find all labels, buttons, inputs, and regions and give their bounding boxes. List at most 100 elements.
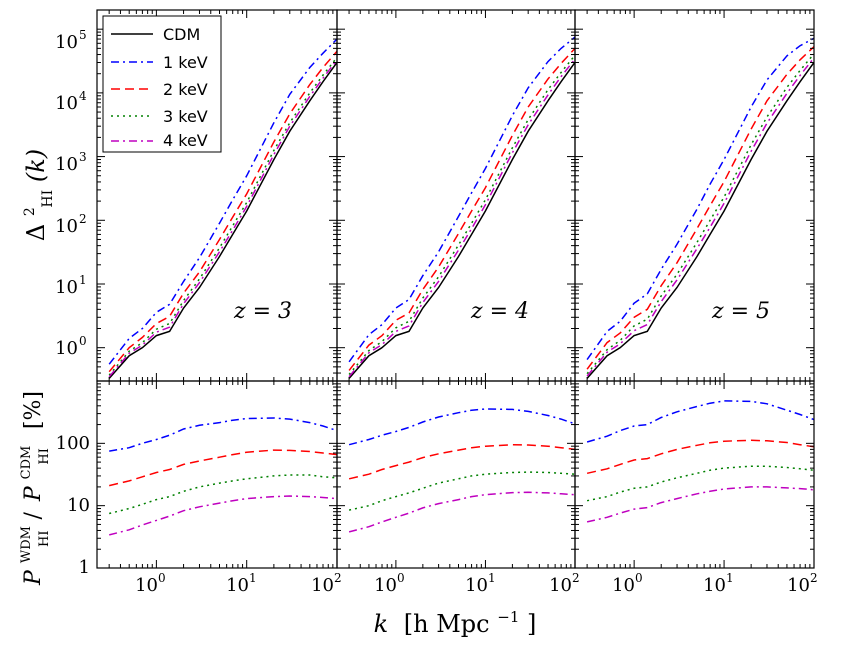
legend-label-1kev: 1 keV	[163, 53, 208, 72]
bottom-y-label-hi2: HI	[37, 448, 52, 464]
panel-top-1	[108, 38, 337, 379]
xtick-exp-p1-2: 2	[334, 571, 342, 585]
redshift-labels: z = 3 z = 4 z = 5	[233, 299, 770, 324]
bottom-y-axis-label: P WDM HI / P CDM HI [%]	[11, 391, 54, 586]
ytick-top-4: 10	[55, 93, 78, 114]
series-line-3kev-top-2	[348, 54, 575, 375]
xtick-label-p1-2: 10	[311, 575, 334, 596]
top-y-label-sup: 2	[22, 207, 38, 216]
series-line-4kev-top-2	[348, 58, 575, 378]
bottom-y-label-unit: [%]	[21, 391, 46, 429]
x-axis-label-close: ]	[527, 610, 536, 638]
xtick-exp-p2-2: 2	[572, 571, 580, 585]
top-y-label-arg: (k)	[22, 149, 50, 182]
ytick-top-3: 10	[55, 154, 78, 175]
top-y-tick-labels: 10 0 10 1 10 2 10 3 10 4 10 5	[55, 28, 87, 359]
ticks-layer	[97, 9, 815, 569]
x-axis-label: k [h Mpc −1 ]	[374, 600, 537, 638]
series-layer	[108, 36, 814, 536]
series-line-2kev-top-3	[586, 46, 814, 370]
z-label-panel-1: z = 3	[233, 299, 292, 324]
series-line-1kev-bottom-3	[586, 400, 814, 443]
x-axis-label-units: [h Mpc	[404, 610, 490, 638]
ytick-top-0: 10	[55, 338, 78, 359]
legend-label-3kev: 3 keV	[163, 107, 208, 126]
series-line-3kev-bottom-1	[109, 474, 337, 515]
series-line-2kev-top-2	[348, 47, 575, 371]
series-line-1kev-bottom-1	[109, 417, 337, 452]
ytick-bottom-1: 10	[67, 495, 90, 516]
xtick-label-p1-0: 10	[135, 575, 158, 596]
panel-top-3	[586, 37, 814, 379]
legend-label-4kev: 4 keV	[163, 131, 208, 150]
bottom-y-label-slash: /	[21, 512, 46, 520]
series-line-cdm-top-3	[586, 62, 814, 379]
panel-top-2	[348, 36, 575, 379]
ytick-bottom-2: 100	[56, 433, 90, 454]
series-line-1kev-top-2	[348, 36, 575, 363]
top-y-label-sub: HI	[40, 190, 56, 208]
x-axis-label-k: k	[374, 610, 389, 638]
series-line-3kev-bottom-2	[348, 471, 575, 511]
ytick-top-exp-4: 4	[79, 89, 87, 103]
xtick-label-p2-2: 10	[549, 575, 572, 596]
bottom-y-label-cdm: CDM	[19, 446, 34, 480]
ytick-top-exp-2: 2	[79, 212, 87, 226]
z-label-panel-3: z = 5	[711, 299, 770, 324]
series-line-2kev-bottom-1	[109, 449, 337, 487]
top-y-axis-label: Δ 2 HI (k)	[12, 149, 58, 241]
x-tick-labels: 10 0 10 1 10 2 10 0 10 1 10 2 10 0 10 1 …	[135, 571, 818, 596]
ytick-top-5: 10	[55, 32, 78, 53]
xtick-label-p3-0: 10	[612, 575, 635, 596]
x-axis-label-exp: −1	[497, 608, 519, 626]
ytick-top-exp-3: 3	[79, 150, 87, 164]
legend: CDM 1 keV 2 keV 3 keV 4 keV	[102, 15, 222, 153]
series-line-2kev-top-1	[108, 50, 337, 373]
ytick-top-1: 10	[55, 277, 78, 298]
legend-lines	[111, 33, 153, 142]
top-panel-frame-2	[336, 9, 576, 382]
xtick-exp-p3-0: 0	[635, 571, 643, 585]
panel-bottom-2	[348, 408, 575, 533]
series-line-2kev-bottom-3	[586, 439, 814, 475]
bottom-y-tick-labels: 1 10 100	[56, 433, 90, 578]
ytick-top-exp-5: 5	[79, 28, 87, 42]
xtick-exp-p2-1: 1	[488, 571, 496, 585]
xtick-label-p2-1: 10	[465, 575, 488, 596]
xtick-exp-p3-2: 2	[810, 571, 818, 585]
series-line-cdm-top-1	[108, 62, 337, 379]
bottom-panel-frame-1	[96, 380, 338, 569]
series-line-4kev-bottom-3	[586, 486, 814, 523]
axes-frames	[96, 9, 815, 569]
series-line-4kev-top-1	[108, 59, 337, 378]
xtick-label-p3-2: 10	[787, 575, 810, 596]
series-line-cdm-top-2	[348, 62, 575, 379]
panel-bottom-1	[109, 417, 337, 536]
legend-box	[102, 15, 222, 153]
ytick-top-exp-0: 0	[79, 334, 87, 348]
series-line-3kev-top-3	[586, 53, 814, 375]
ytick-top-2: 10	[55, 216, 78, 237]
xtick-label-p3-1: 10	[703, 575, 726, 596]
series-line-4kev-bottom-2	[348, 491, 575, 533]
bottom-y-label-wdm: WDM	[19, 526, 34, 563]
series-line-1kev-top-3	[586, 37, 814, 361]
series-line-3kev-bottom-3	[586, 465, 814, 502]
ytick-bottom-0: 1	[79, 557, 90, 578]
xtick-exp-p1-1: 1	[249, 571, 257, 585]
panel-bottom-3	[586, 400, 814, 523]
top-panel-frame-3	[574, 9, 815, 382]
legend-label-cdm: CDM	[163, 25, 200, 44]
xtick-exp-p2-0: 0	[397, 571, 405, 585]
bottom-panel-frame-3	[574, 380, 815, 569]
xtick-exp-p3-1: 1	[726, 571, 734, 585]
series-line-2kev-bottom-2	[348, 443, 575, 480]
series-line-4kev-bottom-1	[109, 495, 337, 536]
xtick-exp-p1-0: 0	[158, 571, 166, 585]
bottom-panel-frame-2	[336, 380, 576, 569]
legend-label-2kev: 2 keV	[163, 80, 208, 99]
xtick-label-p1-1: 10	[226, 575, 249, 596]
top-y-label-delta: Δ	[22, 224, 50, 241]
bottom-y-label-p1: P	[21, 569, 46, 586]
